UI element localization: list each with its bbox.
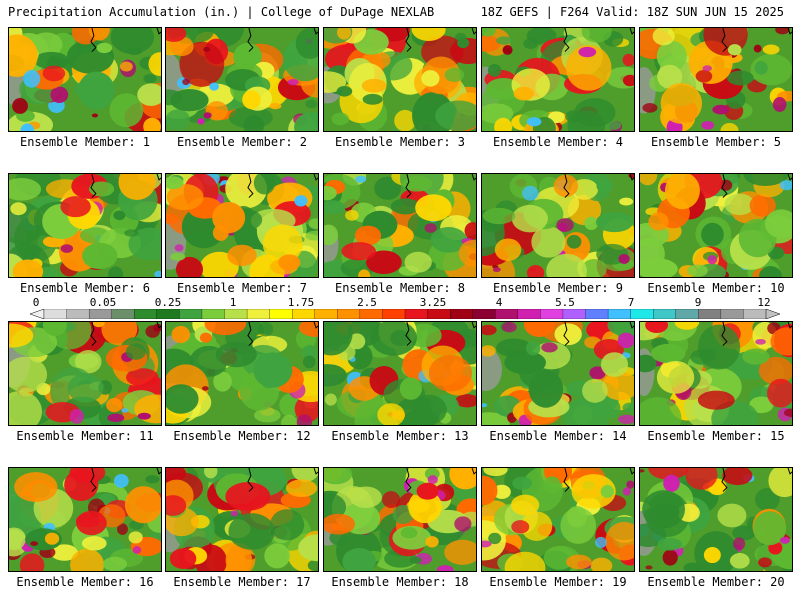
member-label: Ensemble Member: 17: [173, 575, 311, 589]
colorbar: [30, 309, 780, 319]
member-label: Ensemble Member: 20: [647, 575, 785, 589]
member-map-3: [323, 27, 477, 132]
member-label: Ensemble Member: 1: [19, 135, 151, 149]
colorbar-swatch: [179, 309, 203, 319]
colorbar-swatch: [630, 309, 654, 319]
colorbar-swatch: [292, 309, 316, 319]
colorbar-tick-label: 7: [627, 296, 635, 309]
member-map-10: [639, 173, 793, 278]
colorbar-swatch: [449, 309, 474, 319]
member-map-12: [165, 321, 319, 426]
colorbar-swatch: [111, 309, 135, 319]
colorbar-swatch: [246, 309, 271, 319]
colorbar-swatch: [337, 309, 361, 319]
colorbar-tick-label: 4: [495, 296, 503, 309]
colorbar-swatch: [134, 309, 158, 319]
colorbar-tick-label: 0.25: [154, 296, 182, 309]
colorbar-swatch: [427, 309, 451, 319]
colorbar-swatch: [495, 309, 519, 319]
member-label: Ensemble Member: 9: [492, 281, 624, 295]
member-map-4: [481, 27, 635, 132]
member-label: Ensemble Member: 13: [331, 429, 469, 443]
colorbar-tick-label: 3.25: [419, 296, 447, 309]
member-map-6: [8, 173, 162, 278]
member-map-15: [639, 321, 793, 426]
colorbar-swatch: [698, 309, 722, 319]
member-map-8: [323, 173, 477, 278]
member-map-1: [8, 27, 162, 132]
colorbar-swatch: [156, 309, 180, 319]
member-label: Ensemble Member: 16: [16, 575, 154, 589]
member-map-11: [8, 321, 162, 426]
member-map-9: [481, 173, 635, 278]
colorbar-min-arrow: [30, 309, 45, 319]
colorbar-swatch: [607, 309, 632, 319]
colorbar-swatch: [743, 309, 767, 319]
member-label: Ensemble Member: 11: [16, 429, 154, 443]
colorbar-swatch: [562, 309, 586, 319]
member-label: Ensemble Member: 3: [334, 135, 466, 149]
colorbar-swatch: [472, 309, 496, 319]
member-label: Ensemble Member: 15: [647, 429, 785, 443]
member-map-16: [8, 467, 162, 572]
member-label: Ensemble Member: 4: [492, 135, 624, 149]
member-map-7: [165, 173, 319, 278]
member-label: Ensemble Member: 18: [331, 575, 469, 589]
member-label: Ensemble Member: 14: [489, 429, 627, 443]
colorbar-swatch: [66, 309, 90, 319]
colorbar-swatch: [585, 309, 609, 319]
colorbar-tick-label: 1: [229, 296, 237, 309]
colorbar-tick-label: 2.5: [357, 296, 377, 309]
colorbar-swatch: [653, 309, 677, 319]
colorbar-swatch: [359, 309, 383, 319]
colorbar-tick-label: 5.5: [555, 296, 575, 309]
member-map-2: [165, 27, 319, 132]
member-map-5: [639, 27, 793, 132]
colorbar-swatch: [382, 309, 406, 319]
member-label: Ensemble Member: 7: [176, 281, 308, 295]
colorbar-swatch: [314, 309, 338, 319]
colorbar-swatch: [269, 309, 293, 319]
colorbar-swatch: [675, 309, 699, 319]
member-label: Ensemble Member: 6: [19, 281, 151, 295]
colorbar-swatch: [43, 309, 68, 319]
member-label: Ensemble Member: 2: [176, 135, 308, 149]
member-map-18: [323, 467, 477, 572]
colorbar-tick-label: 0.05: [89, 296, 117, 309]
colorbar-swatch: [720, 309, 744, 319]
colorbar-tick-label: 1.75: [287, 296, 315, 309]
member-map-20: [639, 467, 793, 572]
colorbar-swatch: [88, 309, 113, 319]
member-label: Ensemble Member: 19: [489, 575, 627, 589]
member-map-19: [481, 467, 635, 572]
colorbar-tick-label: 0: [32, 296, 40, 309]
colorbar-swatch: [404, 309, 429, 319]
member-label: Ensemble Member: 12: [173, 429, 311, 443]
member-map-13: [323, 321, 477, 426]
colorbar-swatch: [224, 309, 248, 319]
colorbar-tick-label: 9: [694, 296, 702, 309]
colorbar-swatch: [517, 309, 541, 319]
colorbar-swatch: [201, 309, 225, 319]
colorbar-tick-label: 12: [757, 296, 771, 309]
colorbar-swatch: [540, 309, 564, 319]
member-label: Ensemble Member: 5: [650, 135, 782, 149]
model-run-info: 18Z GEFS | F264 Valid: 18Z SUN JUN 15 20…: [480, 5, 784, 19]
member-label: Ensemble Member: 10: [647, 281, 785, 295]
map-title: Precipitation Accumulation (in.) | Colle…: [8, 5, 435, 19]
member-map-14: [481, 321, 635, 426]
member-label: Ensemble Member: 8: [334, 281, 466, 295]
colorbar-max-arrow: [765, 309, 780, 319]
member-map-17: [165, 467, 319, 572]
